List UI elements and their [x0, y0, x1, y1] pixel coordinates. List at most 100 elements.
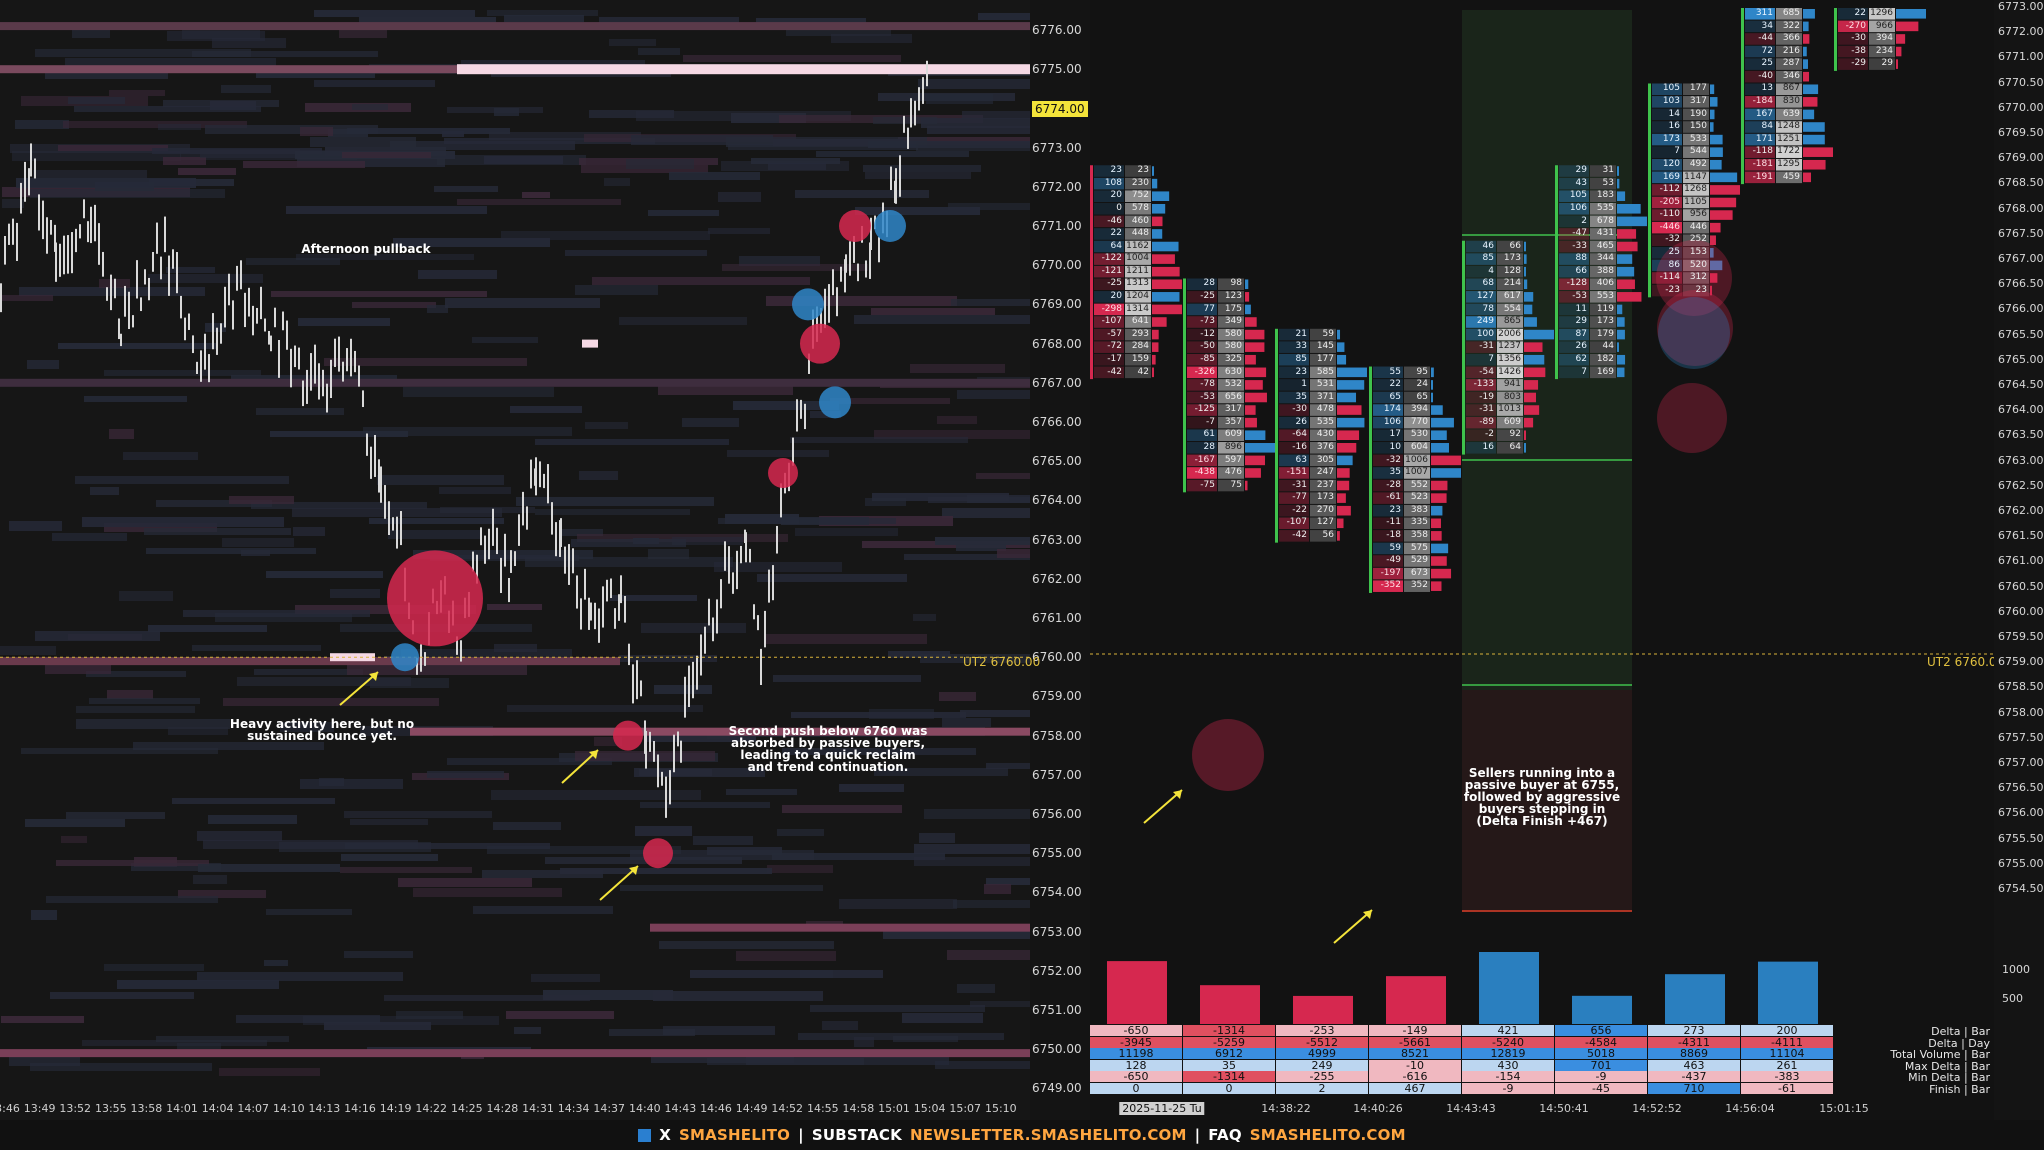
volume-value: 578: [1131, 202, 1149, 213]
heatmap-block: [52, 533, 127, 541]
volume-cell: [1404, 404, 1430, 416]
delta-cell: [1373, 429, 1403, 442]
heatmap-block: [324, 1022, 431, 1030]
volume-profile-bar: [1245, 329, 1265, 340]
volume-cell: [1683, 171, 1709, 184]
footprint-chart-panel[interactable]: 23 23 108 230 20 752 0 578 -46 460 22 448 64 1162 -122…: [1090, 0, 1994, 1120]
volume-value: 535: [1316, 416, 1334, 427]
heatmap-block: [473, 906, 613, 914]
footer-substack-link[interactable]: NEWSLETTER.SMASHELITO.COM: [909, 1126, 1187, 1144]
annotation-arrow-head: [589, 750, 598, 759]
volume-cell: [1218, 316, 1244, 328]
x-tick-label: 15:01:15: [1819, 1102, 1869, 1115]
volume-value: 175: [1224, 303, 1242, 314]
volume-value: 1105: [1684, 196, 1707, 207]
volume-profile-bar: [1896, 34, 1906, 44]
volume-profile-bar: [1896, 46, 1902, 57]
delta-value: 77: [1203, 303, 1215, 314]
delta-value: -85: [1200, 353, 1215, 364]
delta-cell: [1094, 177, 1124, 190]
volume-profile-bar: [1710, 285, 1712, 296]
heatmap-block: [565, 250, 707, 256]
delta-cell: [1279, 442, 1309, 454]
heatmap-block: [363, 427, 572, 436]
delta-value: 84: [1761, 121, 1773, 132]
heatmap-block: [504, 15, 584, 22]
liquidity-band: [650, 923, 1030, 932]
heatmap-block: [888, 651, 950, 658]
heatmap-block: [445, 298, 600, 308]
stat-cell: -5512: [1276, 1036, 1368, 1048]
delta-cell: [1652, 247, 1682, 259]
volume-value: 153: [1689, 247, 1707, 258]
heatmap-block: [957, 390, 1030, 399]
volume-cell: [1683, 133, 1709, 146]
heatmap-block: [229, 496, 294, 504]
y-tick-label: 6762.50: [1998, 478, 2044, 492]
stat-cell: -5259: [1183, 1036, 1275, 1048]
volume-cell: [1218, 278, 1244, 291]
heatmap-chart-panel[interactable]: Afternoon pullback Heavy activity here, …: [0, 0, 1030, 1120]
stat-cell: -4311: [1648, 1036, 1740, 1048]
delta-value: -28: [1386, 479, 1401, 490]
heatmap-block: [560, 529, 603, 536]
heatmap-block: [148, 274, 263, 283]
heatmap-block: [352, 104, 388, 110]
volume-profile-bar: [1524, 241, 1526, 252]
footer-faq-link[interactable]: SMASHELITO.COM: [1249, 1126, 1406, 1144]
volume-profile-bar: [1803, 172, 1811, 183]
volume-value: 1248: [1777, 121, 1800, 132]
delta-cell: [1559, 316, 1589, 328]
heatmap-block: [68, 97, 125, 104]
delta-cell: [1094, 228, 1124, 240]
y-tick-label: 6761.00: [1998, 554, 2044, 568]
heatmap-block: [158, 124, 201, 130]
delta-value: -73: [1200, 316, 1215, 327]
volume-profile-bar: [1710, 122, 1714, 132]
heatmap-block: [727, 450, 829, 457]
heatmap-block: [418, 270, 497, 279]
y-tick-label: 6771.00: [1998, 50, 2044, 64]
delta-cell: [1466, 240, 1496, 253]
volume-cell: [1310, 429, 1336, 442]
volume-value: 865: [1503, 316, 1521, 327]
heatmap-block: [50, 992, 194, 999]
heatmap-block: [781, 517, 869, 525]
footer-x-handle[interactable]: SMASHELITO: [679, 1126, 791, 1144]
volume-profile-bar: [1710, 159, 1722, 170]
volume-value: 182: [1596, 353, 1614, 364]
volume-value: 230: [1131, 177, 1149, 188]
heatmap-block: [2, 199, 24, 208]
volume-cell: [1125, 303, 1151, 316]
volume-cell: [1683, 221, 1709, 234]
volume-profile-bar: [1617, 317, 1625, 327]
volume-value: 127: [1316, 517, 1334, 528]
heatmap-block: [178, 890, 266, 898]
volume-profile-bar: [1245, 354, 1256, 365]
heatmap-block: [223, 698, 439, 706]
volume-value: 346: [1782, 70, 1800, 81]
volume-profile-bar: [1803, 46, 1807, 57]
heatmap-block: [948, 203, 1030, 210]
volume-cell: [1310, 391, 1336, 404]
volume-value: 941: [1503, 379, 1521, 390]
heatmap-block: [494, 108, 519, 116]
volume-value: 287: [1782, 58, 1800, 69]
heatmap-block: [377, 475, 504, 485]
delta-cell: [1838, 8, 1868, 20]
volume-cell: [1776, 171, 1802, 184]
stat-cell: -437: [1648, 1071, 1740, 1083]
y-tick-label: 6769.00: [1998, 151, 2044, 165]
heatmap-block: [109, 429, 134, 439]
volume-cell: [1125, 341, 1151, 353]
y-tick-label: 6765.00: [1032, 454, 1082, 469]
heatmap-block: [893, 1036, 958, 1042]
heatmap-block: [221, 85, 271, 93]
volume-cell: [1590, 316, 1616, 328]
delta-value: 34: [1761, 20, 1773, 31]
stat-cell: 701: [1555, 1059, 1647, 1071]
heatmap-block: [401, 649, 572, 658]
volume-value: 803: [1503, 391, 1521, 402]
heatmap-block: [300, 127, 333, 136]
cluster-delta-bar: [1090, 165, 1093, 380]
